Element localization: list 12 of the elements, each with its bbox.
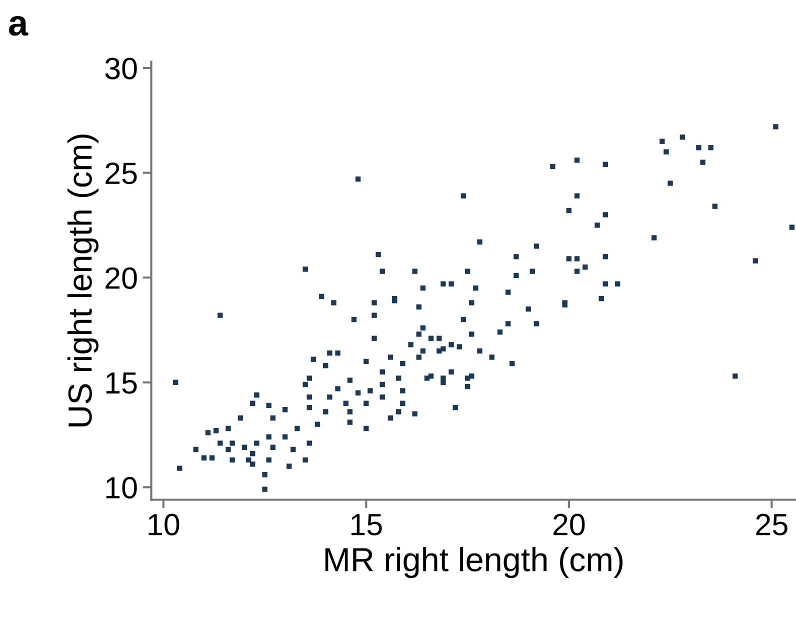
x-tick-label: 20 <box>553 514 585 536</box>
chart-title: a <box>9 16 28 36</box>
y-tick-label: 30 <box>105 58 137 80</box>
y-tick-label: 15 <box>106 372 137 394</box>
x-axis-title: MR right length (cm) <box>325 547 623 578</box>
y-tick-label: 25 <box>106 162 137 184</box>
y-tick-label: 20 <box>106 267 137 289</box>
y-axis-title: US right length (cm) <box>67 134 99 426</box>
x-tick-label: 10 <box>148 514 180 536</box>
x-tick-label: 15 <box>352 514 382 536</box>
y-tick-label: 10 <box>106 476 137 499</box>
x-tick-label: 25 <box>756 514 788 536</box>
